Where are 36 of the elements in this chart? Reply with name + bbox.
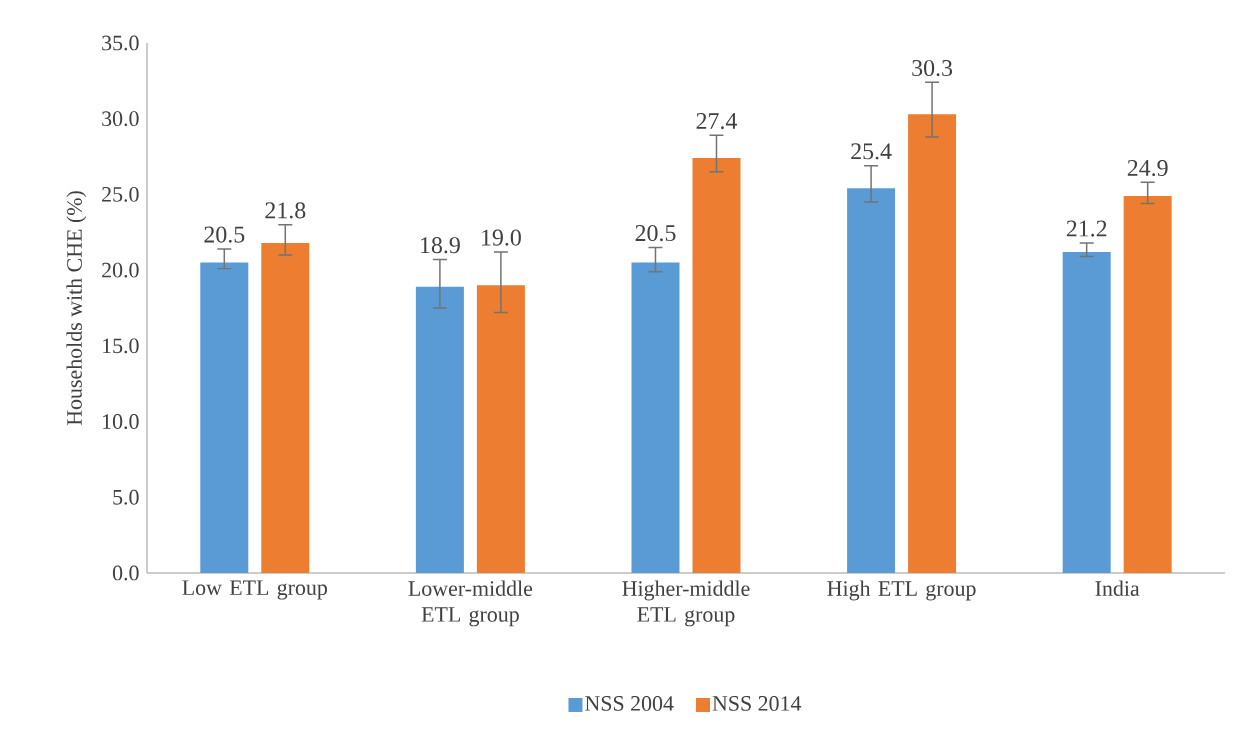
bar bbox=[847, 188, 896, 573]
bar bbox=[1062, 251, 1111, 573]
x-tick-label: High ETL group bbox=[827, 580, 976, 601]
x-tick-label: Higher-middle ETL group bbox=[622, 580, 750, 627]
y-tick-label: 5.0 bbox=[113, 489, 139, 505]
x-tick-label: Low ETL group bbox=[182, 580, 327, 600]
data-label: 30.3 bbox=[912, 59, 953, 77]
data-label: 21.2 bbox=[1066, 220, 1107, 237]
y-tick-label: 15.0 bbox=[103, 338, 139, 354]
y-tick-label: 35.0 bbox=[102, 35, 139, 51]
legend-label: NSS 2004 bbox=[585, 696, 674, 711]
data-label: 21.8 bbox=[265, 202, 306, 219]
data-label: 20.5 bbox=[204, 226, 245, 243]
y-axis-title: Households with CHE (%) bbox=[66, 191, 87, 426]
y-tick-label: 0.0 bbox=[112, 565, 139, 581]
bar bbox=[1123, 195, 1172, 573]
data-label: 20.5 bbox=[635, 224, 676, 242]
bar bbox=[631, 262, 680, 573]
data-label: 19.0 bbox=[482, 229, 521, 246]
bar bbox=[415, 286, 464, 573]
bar bbox=[476, 285, 525, 573]
bar bbox=[908, 114, 957, 573]
data-label: 27.4 bbox=[696, 113, 738, 130]
x-tick-label: India bbox=[1095, 580, 1140, 596]
y-tick-label: 25.0 bbox=[102, 186, 139, 202]
bar bbox=[692, 158, 741, 573]
y-tick-label: 20.0 bbox=[102, 262, 139, 278]
bar bbox=[200, 262, 249, 573]
x-tick-label: Lower-middle ETL group bbox=[408, 580, 533, 627]
data-label: 25.4 bbox=[851, 143, 892, 160]
y-tick-label: 30.0 bbox=[102, 111, 139, 127]
legend-label: NSS 2014 bbox=[712, 696, 802, 711]
y-tick-label: 10.0 bbox=[103, 414, 139, 430]
bar bbox=[261, 242, 310, 573]
data-label: 18.9 bbox=[421, 237, 460, 254]
data-label: 24.9 bbox=[1127, 159, 1168, 177]
